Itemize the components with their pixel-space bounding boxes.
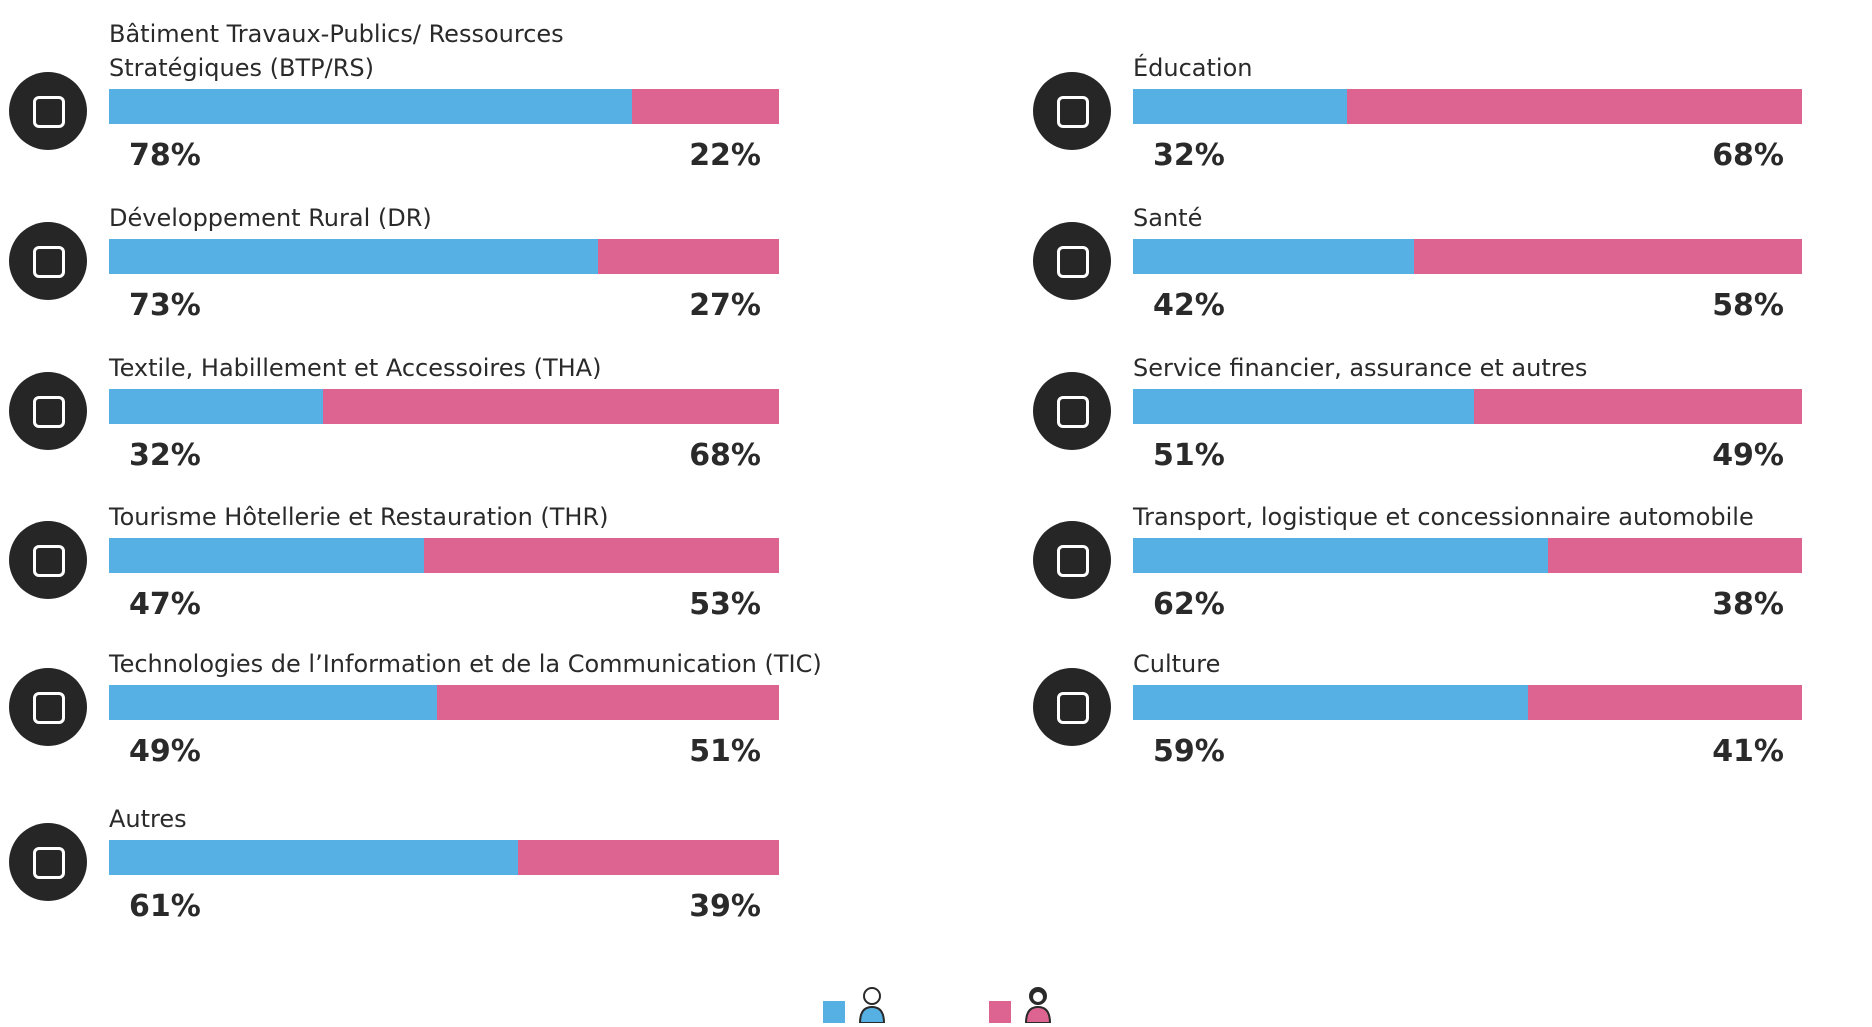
sector-icon [1033, 372, 1111, 450]
value-label: 42% [1153, 288, 1225, 323]
bar-segment [109, 89, 632, 124]
bar-segment [1133, 538, 1548, 573]
value-label: 51% [689, 734, 761, 769]
bar-segment [109, 389, 324, 424]
bar-segment [1474, 389, 1802, 424]
sector-icon [9, 668, 87, 746]
bar-segment [1133, 685, 1528, 720]
category-label: Technologies de l’Information et de la C… [109, 650, 822, 678]
bar-segment [631, 89, 779, 124]
category-label: Autres [109, 805, 187, 833]
sector-icon [1033, 72, 1111, 150]
bar-segment [437, 685, 779, 720]
value-label: 68% [689, 438, 761, 473]
value-label: 58% [1712, 288, 1784, 323]
value-label: 27% [689, 288, 761, 323]
bar-segment [1133, 239, 1414, 274]
bar-segment [109, 685, 438, 720]
legend-swatch [823, 1001, 845, 1023]
bar-segment [323, 389, 779, 424]
sector-icon [9, 372, 87, 450]
category-label: Transport, logistique et concessionnaire… [1133, 503, 1754, 531]
category-label: Tourisme Hôtellerie et Restauration (THR… [109, 503, 609, 531]
sector-icon [9, 521, 87, 599]
value-label: 59% [1153, 734, 1225, 769]
bar-segment [598, 239, 779, 274]
value-label: 38% [1712, 587, 1784, 622]
bar-segment [423, 538, 779, 573]
bar-segment [109, 840, 518, 875]
value-label: 49% [129, 734, 201, 769]
value-label: 32% [129, 438, 201, 473]
value-label: 49% [1712, 438, 1784, 473]
bar-segment [1547, 538, 1802, 573]
value-label: 39% [689, 889, 761, 924]
category-label: Textile, Habillement et Accessoires (THA… [109, 354, 602, 382]
bar-segment [1133, 89, 1348, 124]
sector-icon [9, 823, 87, 901]
value-label: 51% [1153, 438, 1225, 473]
bar-segment [1527, 685, 1802, 720]
value-label: 68% [1712, 138, 1784, 173]
category-label: Développement Rural (DR) [109, 204, 432, 232]
value-label: 47% [129, 587, 201, 622]
value-label: 78% [129, 138, 201, 173]
bar-segment [1413, 239, 1802, 274]
category-label: Éducation [1133, 54, 1253, 82]
bar-segment [1133, 389, 1475, 424]
sector-icon [9, 222, 87, 300]
value-label: 22% [689, 138, 761, 173]
value-label: 32% [1153, 138, 1225, 173]
category-label: Service financier, assurance et autres [1133, 354, 1588, 382]
category-label: Culture [1133, 650, 1221, 678]
value-label: 61% [129, 889, 201, 924]
bar-segment [109, 538, 424, 573]
legend-swatch [989, 1001, 1011, 1023]
sector-icon [1033, 668, 1111, 746]
legend-person [1023, 985, 1053, 1024]
value-label: 73% [129, 288, 201, 323]
category-label: Santé [1133, 204, 1203, 232]
legend-person [857, 985, 887, 1024]
person-icon [1024, 987, 1052, 1024]
value-label: 41% [1712, 734, 1784, 769]
sector-icon [1033, 222, 1111, 300]
bar-segment [109, 239, 599, 274]
sector-icon [1033, 521, 1111, 599]
sector-icon [9, 72, 87, 150]
bar-segment [1347, 89, 1802, 124]
person-icon [858, 987, 886, 1024]
bar-segment [517, 840, 779, 875]
value-label: 53% [689, 587, 761, 622]
category-label: Bâtiment Travaux-Publics/ Ressources Str… [109, 20, 564, 82]
value-label: 62% [1153, 587, 1225, 622]
